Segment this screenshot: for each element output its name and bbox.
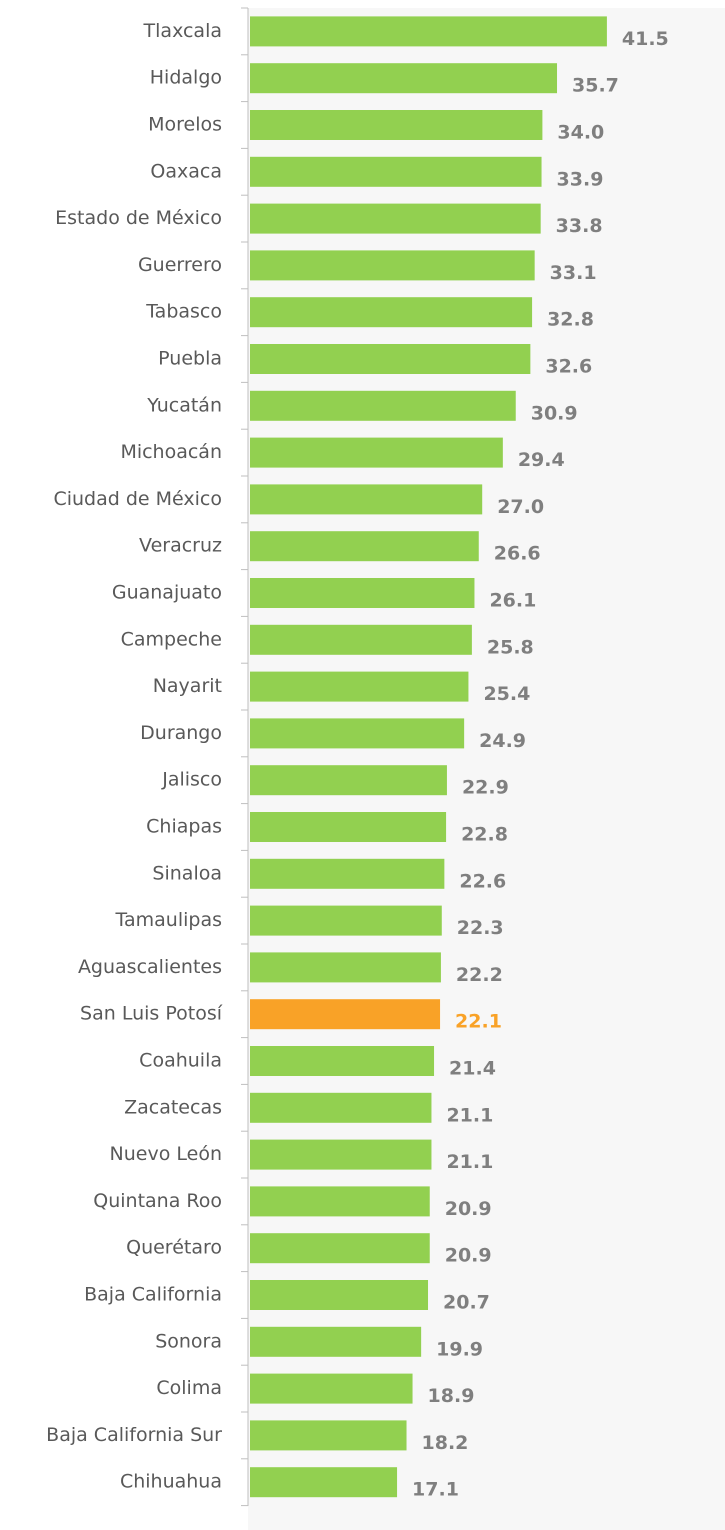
- bar: [250, 250, 535, 281]
- bar: [250, 16, 607, 47]
- y-tick-label: Tamaulipas: [115, 909, 222, 931]
- data-label: 18.2: [422, 1432, 469, 1454]
- y-tick-label: Sonora: [155, 1330, 222, 1352]
- y-tick-label: Baja California: [84, 1284, 222, 1306]
- data-label: 19.9: [436, 1338, 483, 1360]
- y-tick-label: Jalisco: [161, 769, 222, 791]
- data-label: 34.0: [557, 122, 604, 144]
- bar: [250, 1139, 432, 1170]
- bar: [250, 203, 541, 234]
- bar: [250, 484, 483, 515]
- bar: [250, 156, 542, 187]
- y-tick-label: Baja California Sur: [46, 1424, 222, 1446]
- data-label: 21.1: [446, 1104, 493, 1126]
- data-label: 35.7: [572, 75, 619, 97]
- bar: [250, 1467, 398, 1498]
- data-label: 30.9: [531, 402, 578, 424]
- y-tick-label: Yucatán: [146, 394, 222, 416]
- data-label: 20.9: [445, 1245, 492, 1267]
- y-tick-label: Quintana Roo: [93, 1190, 222, 1212]
- y-tick-label: Nuevo León: [110, 1143, 222, 1165]
- data-label: 32.6: [545, 356, 592, 378]
- bar: [250, 578, 475, 608]
- data-label: 22.2: [456, 964, 503, 986]
- data-label: 41.5: [622, 28, 669, 50]
- y-tick-label: Chiapas: [146, 816, 222, 838]
- y-tick-label: Coahuila: [139, 1050, 222, 1072]
- bar: [250, 1326, 422, 1357]
- data-label: 21.1: [446, 1151, 493, 1173]
- bar: [250, 63, 558, 94]
- bar: [250, 297, 533, 328]
- data-label: 22.1: [455, 1011, 502, 1033]
- y-tick-label: Michoacán: [120, 441, 222, 463]
- y-tick-label: Aguascalientes: [78, 956, 222, 978]
- bar: [250, 718, 465, 749]
- y-tick-label: Tlaxcala: [143, 20, 222, 42]
- data-label: 32.8: [547, 309, 594, 331]
- bar: [250, 1186, 430, 1217]
- y-tick-label: Tabasco: [145, 301, 222, 323]
- y-tick-label: Hidalgo: [150, 67, 222, 89]
- data-label: 26.1: [489, 590, 536, 612]
- y-tick-label: Zacatecas: [124, 1096, 222, 1118]
- y-tick-label: Campeche: [121, 628, 222, 650]
- y-tick-label: Guanajuato: [112, 582, 222, 604]
- bar: [250, 812, 447, 842]
- data-label: 22.8: [461, 824, 508, 846]
- y-tick-label: Colima: [156, 1377, 222, 1399]
- bar: [250, 1280, 429, 1310]
- y-tick-label: Puebla: [158, 348, 222, 370]
- data-label: 17.1: [412, 1479, 459, 1501]
- y-tick-label: Querétaro: [126, 1237, 222, 1259]
- bar: [250, 390, 516, 421]
- data-label: 33.9: [557, 168, 604, 190]
- bar: [250, 1046, 435, 1076]
- bar: [250, 1233, 430, 1264]
- data-label: 21.4: [449, 1058, 496, 1080]
- data-label: 33.8: [556, 215, 603, 237]
- bar: [250, 671, 469, 702]
- bar: [250, 1092, 432, 1123]
- bar: [250, 952, 441, 983]
- data-label: 26.6: [494, 543, 541, 565]
- data-label: 22.3: [457, 917, 504, 939]
- y-tick-label: Chihuahua: [120, 1471, 222, 1493]
- data-label: 29.4: [518, 449, 565, 471]
- data-label: 33.1: [550, 262, 597, 284]
- data-label: 27.0: [497, 496, 544, 518]
- data-label: 20.7: [443, 1292, 490, 1314]
- data-label: 18.9: [428, 1385, 475, 1407]
- data-label: 24.9: [479, 730, 526, 752]
- y-tick-label: San Luis Potosí: [80, 1003, 223, 1025]
- data-label: 25.8: [487, 636, 534, 658]
- bar: [250, 858, 445, 889]
- y-tick-label: Nayarit: [153, 675, 222, 697]
- bar: [250, 765, 447, 796]
- y-tick-label: Estado de México: [55, 207, 222, 229]
- y-tick-label: Ciudad de México: [53, 488, 222, 510]
- data-label: 22.9: [462, 777, 509, 799]
- y-tick-label: Guerrero: [138, 254, 222, 276]
- y-tick-label: Oaxaca: [150, 160, 222, 182]
- bar: [250, 905, 442, 936]
- data-label: 20.9: [445, 1198, 492, 1220]
- bar: [250, 1420, 407, 1451]
- bar: [250, 624, 472, 655]
- y-tick-label: Sinaloa: [152, 862, 222, 884]
- y-tick-label: Morelos: [148, 114, 222, 136]
- y-tick-label: Durango: [140, 722, 222, 744]
- bar: [250, 1373, 413, 1404]
- data-label: 25.4: [483, 683, 530, 705]
- bar: [250, 344, 531, 374]
- data-label: 22.6: [459, 870, 506, 892]
- bar: [250, 999, 441, 1030]
- bar: [250, 437, 503, 468]
- y-tick-label: Veracruz: [139, 535, 222, 557]
- bar: [250, 110, 543, 140]
- bar: [250, 531, 479, 562]
